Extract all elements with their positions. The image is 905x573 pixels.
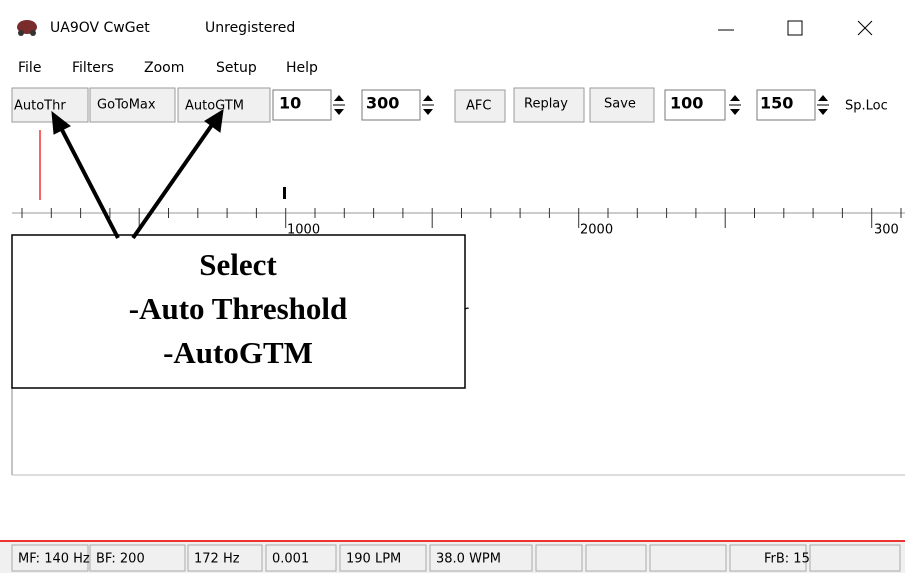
status-panel — [265, 544, 337, 572]
afc-label: AFC — [466, 99, 491, 114]
field[interactable] — [664, 89, 726, 121]
spin-button[interactable] — [422, 95, 434, 115]
auto-gtm-label: AutoGTM — [185, 99, 244, 114]
status-text: 0.001 — [272, 552, 309, 567]
spin-arrows — [334, 95, 344, 115]
callout-line: -Auto Threshold — [129, 291, 348, 326]
field[interactable] — [756, 89, 816, 121]
menu-item[interactable]: Setup — [216, 60, 257, 76]
save-label: Save — [604, 97, 636, 112]
status-panel — [187, 544, 263, 572]
save-button[interactable] — [589, 87, 655, 123]
go-to-max-label: GoToMax — [97, 98, 156, 113]
field[interactable] — [272, 89, 332, 121]
spin-button[interactable] — [333, 95, 345, 115]
callout-line: -AutoGTM — [163, 335, 313, 370]
status-text: 190 LPM — [346, 552, 401, 567]
spin-button[interactable] — [817, 95, 829, 115]
app-icon — [17, 20, 37, 36]
status-text: BF: 200 — [96, 552, 145, 567]
status-panel — [339, 544, 427, 572]
status-text: FrB: 15 — [764, 552, 810, 567]
field-value: 100 — [670, 94, 703, 113]
status-panel — [535, 544, 583, 572]
auto-gtm-button[interactable] — [177, 87, 271, 123]
close-button[interactable] — [857, 20, 873, 36]
ruler-label: 300 — [874, 223, 899, 238]
sp-loc-label[interactable]: Sp.Loc — [845, 99, 888, 114]
afc-button[interactable] — [454, 89, 506, 123]
replay-label: Replay — [524, 97, 568, 112]
menu-item[interactable]: Filters — [72, 60, 114, 76]
field-value: 300 — [366, 94, 399, 113]
auto-threshold-label: AutoThr — [14, 99, 66, 114]
menu-item[interactable]: File — [18, 60, 41, 76]
field-value: 10 — [279, 94, 301, 113]
status-panel — [89, 544, 186, 572]
callout-arrows — [51, 109, 224, 240]
status-text: 38.0 WPM — [436, 552, 501, 567]
spin-arrows — [730, 95, 740, 115]
spin-arrows — [423, 95, 433, 115]
callout-box — [11, 234, 466, 389]
ruler-label: 1000 — [287, 223, 320, 238]
status-text: 172 Hz — [194, 552, 240, 567]
status-panel — [11, 544, 89, 572]
maximize-button[interactable] — [787, 20, 803, 36]
spin-arrows — [818, 95, 828, 115]
replay-button[interactable] — [513, 87, 585, 123]
window-title: UA9OV CwGet — [50, 20, 150, 36]
status-panel — [649, 544, 727, 572]
menu-item[interactable]: Zoom — [144, 60, 184, 76]
field-value: 150 — [760, 94, 793, 113]
ruler-label: 2000 — [580, 223, 613, 238]
status-panel — [729, 544, 807, 572]
auto-threshold-button[interactable] — [11, 87, 89, 123]
registration-status: Unregistered — [205, 20, 295, 36]
status-panel — [429, 544, 533, 572]
status-text: MF: 140 Hz — [18, 552, 90, 567]
status-bar — [0, 542, 905, 573]
go-to-max-button[interactable] — [89, 87, 176, 123]
signal-marker — [283, 187, 286, 199]
status-panel — [585, 544, 647, 572]
callout-line: Select — [199, 247, 277, 282]
field[interactable] — [361, 89, 421, 121]
menu-item[interactable]: Help — [286, 60, 318, 76]
status-panel — [809, 544, 901, 572]
spin-button[interactable] — [729, 95, 741, 115]
